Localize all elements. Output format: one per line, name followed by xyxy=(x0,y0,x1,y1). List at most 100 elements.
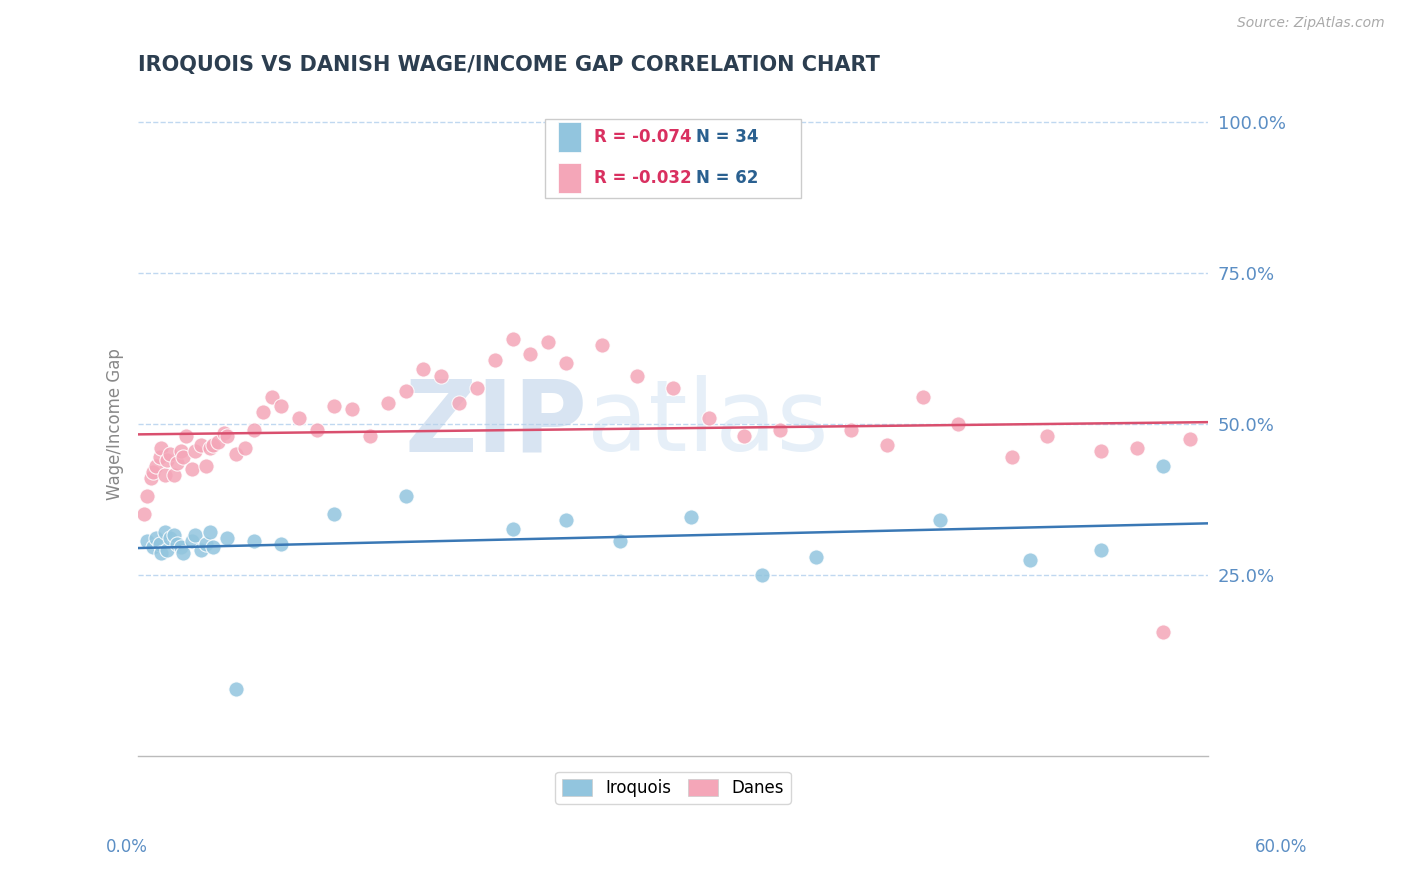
Point xyxy=(180,534,202,549)
Point xyxy=(697,410,720,425)
Point xyxy=(150,441,173,455)
Point xyxy=(1090,543,1112,558)
Point xyxy=(395,489,418,503)
Bar xyxy=(558,122,581,152)
Point xyxy=(141,465,163,479)
Point xyxy=(804,549,827,564)
Point xyxy=(195,537,218,551)
Point xyxy=(323,399,346,413)
Point xyxy=(159,447,181,461)
Point xyxy=(555,513,578,527)
Text: R = -0.074: R = -0.074 xyxy=(593,128,692,145)
Point xyxy=(225,447,247,461)
Text: atlas: atlas xyxy=(588,376,830,472)
Point xyxy=(430,368,453,383)
Point xyxy=(217,532,239,546)
Point xyxy=(166,537,188,551)
Point xyxy=(839,423,862,437)
Point xyxy=(153,525,176,540)
Point xyxy=(626,368,648,383)
Point xyxy=(190,543,212,558)
Text: Source: ZipAtlas.com: Source: ZipAtlas.com xyxy=(1237,16,1385,29)
Point xyxy=(136,489,159,503)
Point xyxy=(911,390,934,404)
Point xyxy=(1178,432,1201,446)
Point xyxy=(202,541,225,555)
Point xyxy=(153,468,176,483)
Point xyxy=(198,441,221,455)
Point xyxy=(212,425,235,440)
Point xyxy=(132,508,155,522)
Point xyxy=(270,537,292,551)
Point xyxy=(537,335,560,350)
Point xyxy=(149,537,172,551)
Point xyxy=(359,429,381,443)
Point xyxy=(260,390,283,404)
Point xyxy=(287,410,309,425)
Point xyxy=(876,438,898,452)
Point xyxy=(180,462,202,476)
Point xyxy=(243,534,266,549)
Point xyxy=(1152,624,1174,639)
Text: ZIP: ZIP xyxy=(405,376,588,472)
Point xyxy=(769,423,792,437)
Point xyxy=(662,381,685,395)
Point xyxy=(184,444,207,458)
Point xyxy=(502,332,524,346)
Point xyxy=(1018,552,1040,566)
Point xyxy=(149,450,172,464)
Point xyxy=(377,395,399,409)
Point xyxy=(252,405,274,419)
Point xyxy=(270,399,292,413)
Point xyxy=(170,541,193,555)
Point xyxy=(484,353,506,368)
Point xyxy=(198,525,221,540)
Point xyxy=(1001,450,1024,464)
Point xyxy=(449,395,471,409)
Text: N = 34: N = 34 xyxy=(696,128,758,145)
Text: 60.0%: 60.0% xyxy=(1256,838,1308,855)
Point xyxy=(609,534,631,549)
FancyBboxPatch shape xyxy=(544,119,801,198)
Point xyxy=(751,567,773,582)
Point xyxy=(1125,441,1147,455)
Text: R = -0.032: R = -0.032 xyxy=(593,169,692,187)
Point xyxy=(159,532,181,546)
Point xyxy=(591,338,613,352)
Point xyxy=(156,453,179,467)
Point xyxy=(172,547,194,561)
Point xyxy=(519,347,541,361)
Point xyxy=(145,458,167,473)
Y-axis label: Wage/Income Gap: Wage/Income Gap xyxy=(107,348,124,500)
Point xyxy=(170,444,193,458)
Point xyxy=(340,401,363,416)
Point xyxy=(207,434,229,449)
Point xyxy=(679,510,702,524)
Point xyxy=(163,528,186,542)
Point xyxy=(172,450,194,464)
Point xyxy=(733,429,755,443)
Point xyxy=(1152,458,1174,473)
Point xyxy=(141,541,163,555)
Bar xyxy=(558,163,581,193)
Point xyxy=(243,423,266,437)
Point xyxy=(233,441,256,455)
Point xyxy=(156,543,179,558)
Point xyxy=(150,547,173,561)
Point xyxy=(190,438,212,452)
Point xyxy=(305,423,328,437)
Point xyxy=(184,528,207,542)
Point xyxy=(948,417,970,431)
Point xyxy=(412,362,434,376)
Point xyxy=(465,381,488,395)
Point xyxy=(323,508,346,522)
Point xyxy=(136,534,159,549)
Point xyxy=(145,532,167,546)
Point xyxy=(1090,444,1112,458)
Point xyxy=(163,468,186,483)
Point xyxy=(502,522,524,536)
Point xyxy=(225,682,247,697)
Point xyxy=(929,513,952,527)
Text: IROQUOIS VS DANISH WAGE/INCOME GAP CORRELATION CHART: IROQUOIS VS DANISH WAGE/INCOME GAP CORRE… xyxy=(138,55,880,75)
Point xyxy=(217,429,239,443)
